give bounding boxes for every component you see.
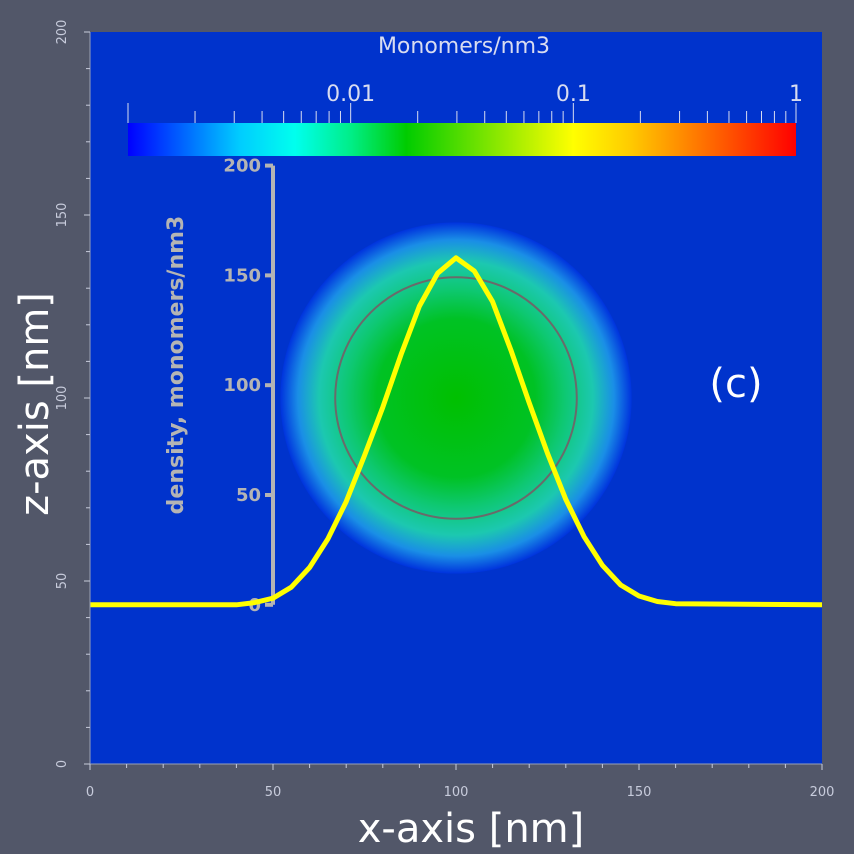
x-tick-label: 0 bbox=[86, 785, 94, 800]
colorbar-tick-label: 0.1 bbox=[556, 82, 591, 107]
profile-axis-tick-label: 100 bbox=[223, 375, 261, 396]
y-tick-label: 50 bbox=[55, 573, 70, 590]
density-profile-line bbox=[90, 255, 822, 608]
panel-label: (c) bbox=[709, 361, 762, 407]
y-axis-label: z-axis [nm] bbox=[12, 292, 58, 516]
y-tick-label: 200 bbox=[55, 20, 70, 45]
x-tick-label: 100 bbox=[444, 785, 469, 800]
reference-circle bbox=[334, 276, 578, 520]
y-tick-label: 150 bbox=[55, 203, 70, 228]
colorbar: Monomers/nm3 0.01 0.1 1 bbox=[127, 34, 803, 156]
profile-axis-tick-label: 50 bbox=[236, 485, 261, 506]
y-tick-label: 0 bbox=[55, 760, 70, 768]
colorbar-tick-label: 1 bbox=[789, 82, 803, 107]
x-tick-label: 200 bbox=[810, 785, 835, 800]
profile-axis-tick-label: 200 bbox=[223, 156, 261, 177]
colorbar-bar bbox=[128, 123, 796, 156]
profile-axis-label: density, monomers/nm3 bbox=[164, 216, 189, 515]
colorbar-tick-label: 0.01 bbox=[326, 82, 375, 107]
x-tick-label: 50 bbox=[265, 785, 282, 800]
colorbar-title: Monomers/nm3 bbox=[378, 34, 550, 59]
density-blob bbox=[280, 222, 632, 574]
y-tick-label: 100 bbox=[55, 386, 70, 411]
profile-axis-tick-label: 150 bbox=[223, 265, 261, 286]
colorbar-ticks: 0.01 0.1 1 bbox=[127, 82, 803, 123]
x-axis-label: x-axis [nm] bbox=[358, 806, 584, 852]
x-tick-label: 150 bbox=[627, 785, 652, 800]
